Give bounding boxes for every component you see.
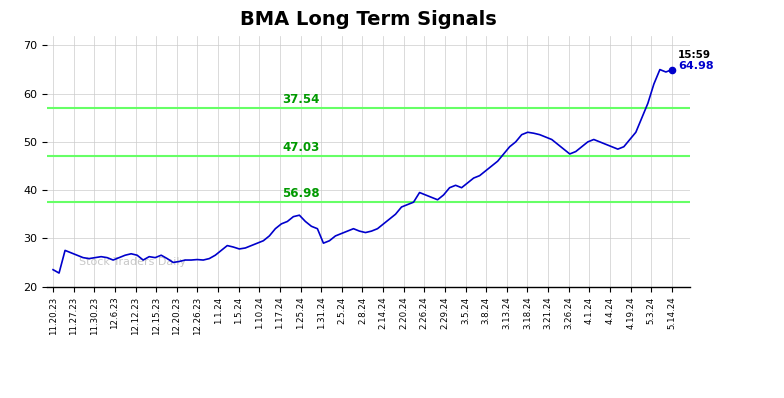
Text: 56.98: 56.98: [282, 187, 320, 200]
Text: 15:59: 15:59: [678, 50, 711, 60]
Title: BMA Long Term Signals: BMA Long Term Signals: [240, 10, 497, 29]
Text: 37.54: 37.54: [282, 93, 319, 106]
Text: 64.98: 64.98: [678, 61, 713, 71]
Point: [666, 66, 678, 73]
Text: 47.03: 47.03: [282, 141, 319, 154]
Text: Stock Traders Daily: Stock Traders Daily: [79, 256, 187, 267]
